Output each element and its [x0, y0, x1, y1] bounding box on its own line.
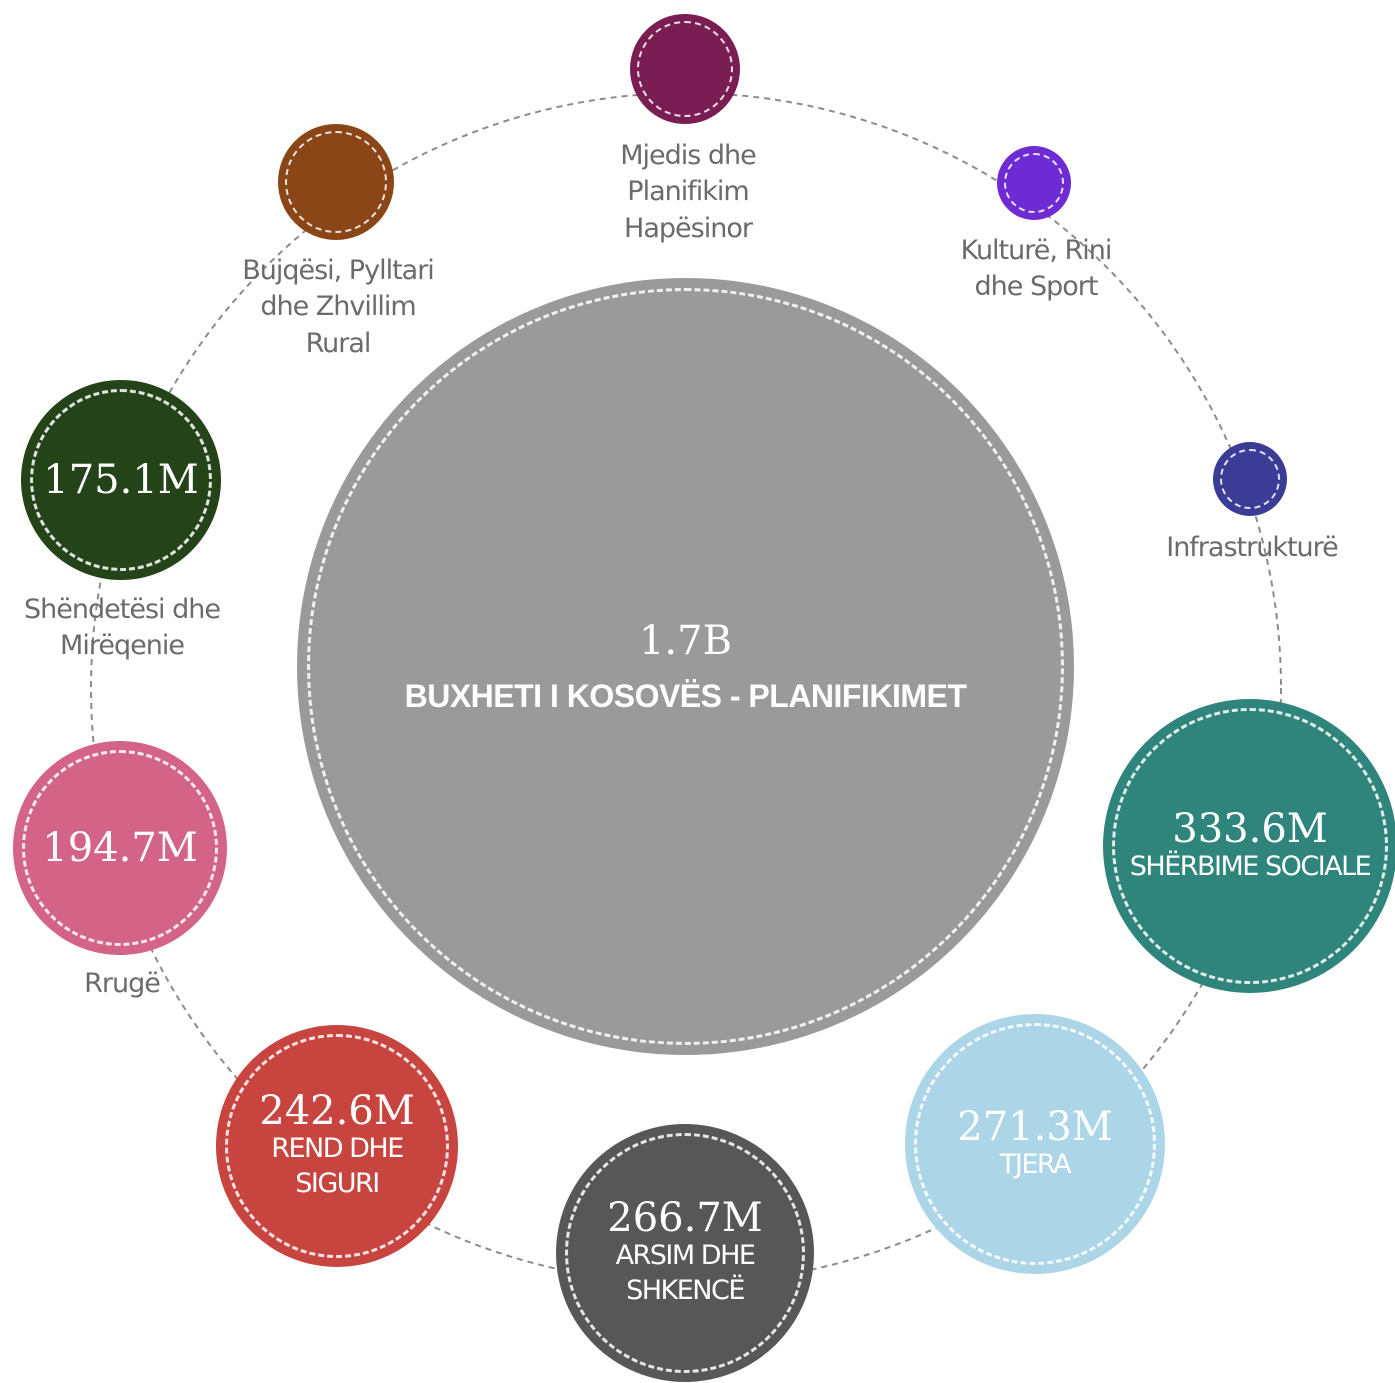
- value-arsim: 266.7M: [607, 1195, 763, 1242]
- sublabel-arsim-1: ARSIM DHE: [615, 1240, 756, 1272]
- sublabel-rend-2: SIGURI: [295, 1168, 380, 1199]
- value-shendetesi: 175.1M: [43, 457, 199, 503]
- bubble-shendetesi: 175.1M: [21, 380, 221, 580]
- label-kulture: Kulturë, Rini dhe Sport: [960, 235, 1113, 303]
- sublabel-sherbime-sociale: SHËRBIME SOCIALE: [1129, 850, 1372, 882]
- value-tjera: 271.3M: [957, 1103, 1113, 1150]
- bubble-rruge: 194.7M: [13, 741, 227, 955]
- bubble-kulture: [997, 146, 1071, 220]
- value-sherbime-sociale: 333.6M: [1172, 805, 1328, 852]
- label-bujqesi: Bujqësi, Pylltari dhe Zhvillim Rural: [242, 255, 435, 359]
- sublabel-arsim-2: SHKENCË: [626, 1275, 745, 1306]
- bubble-sherbime-sociale: 333.6M SHËRBIME SOCIALE: [1103, 699, 1395, 993]
- label-rruge: Rrugë: [84, 968, 161, 999]
- bubble-rend: 242.6M REND DHE SIGURI: [216, 1025, 458, 1267]
- bubble-infrastrukture: [1213, 442, 1287, 516]
- bubble-bujqesi: [278, 124, 394, 240]
- value-rruge: 194.7M: [42, 825, 198, 871]
- total-value: 1.7B: [638, 618, 732, 664]
- sublabel-tjera: TJERA: [999, 1148, 1072, 1180]
- bubble-tjera: 271.3M TJERA: [905, 1014, 1165, 1274]
- value-rend: 242.6M: [259, 1088, 415, 1135]
- sublabel-rend-1: REND DHE: [271, 1133, 404, 1165]
- label-infrastrukture: Infrastrukturë: [1166, 532, 1339, 563]
- label-mjedis: Mjedis dhe Planifikim Hapësinor: [620, 140, 757, 244]
- center-bubble: 1.7B BUXHETI I KOSOVËS - PLANIFIKIMET: [297, 278, 1074, 1055]
- label-shendetesi: Shëndetësi dhe Mirëqenie: [24, 594, 221, 662]
- bubble-mjedis: [630, 14, 740, 124]
- diagram-title: BUXHETI I KOSOVËS - PLANIFIKIMET: [404, 678, 967, 714]
- bubble-arsim: 266.7M ARSIM DHE SHKENCË: [556, 1124, 814, 1382]
